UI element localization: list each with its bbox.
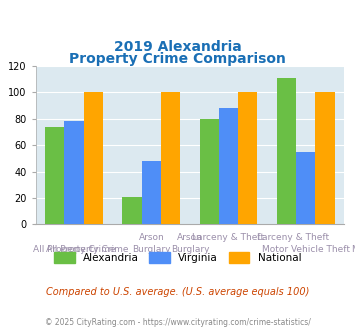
Text: 2019 Alexandria: 2019 Alexandria bbox=[114, 41, 241, 54]
Bar bbox=[84, 92, 103, 224]
Text: Property Crime Comparison: Property Crime Comparison bbox=[69, 52, 286, 66]
Bar bbox=[315, 92, 335, 224]
Bar bbox=[142, 161, 161, 224]
Bar bbox=[161, 92, 180, 224]
Bar bbox=[277, 78, 296, 224]
Text: Burglary: Burglary bbox=[132, 245, 170, 254]
Text: Arson: Arson bbox=[177, 233, 203, 242]
Text: All Property Crime: All Property Crime bbox=[33, 245, 115, 254]
Text: Motor Vehicle Theft: Motor Vehicle Theft bbox=[262, 245, 350, 254]
Text: Burglary: Burglary bbox=[171, 245, 209, 254]
Bar bbox=[219, 108, 238, 224]
Text: Compared to U.S. average. (U.S. average equals 100): Compared to U.S. average. (U.S. average … bbox=[46, 287, 309, 297]
Legend: Alexandria, Virginia, National: Alexandria, Virginia, National bbox=[50, 248, 305, 267]
Bar bbox=[200, 119, 219, 224]
Text: Larceny & Theft: Larceny & Theft bbox=[257, 233, 329, 242]
Text: Larceny & Theft: Larceny & Theft bbox=[192, 233, 264, 242]
Text: © 2025 CityRating.com - https://www.cityrating.com/crime-statistics/: © 2025 CityRating.com - https://www.city… bbox=[45, 318, 310, 327]
Bar bbox=[122, 197, 142, 224]
Bar bbox=[238, 92, 257, 224]
Bar bbox=[65, 121, 84, 224]
Text: All Property Crime: All Property Crime bbox=[46, 245, 128, 254]
Bar bbox=[45, 127, 65, 224]
Bar bbox=[296, 152, 315, 224]
Text: Motor Vehicle Theft: Motor Vehicle Theft bbox=[352, 245, 355, 254]
Text: Arson: Arson bbox=[138, 233, 164, 242]
